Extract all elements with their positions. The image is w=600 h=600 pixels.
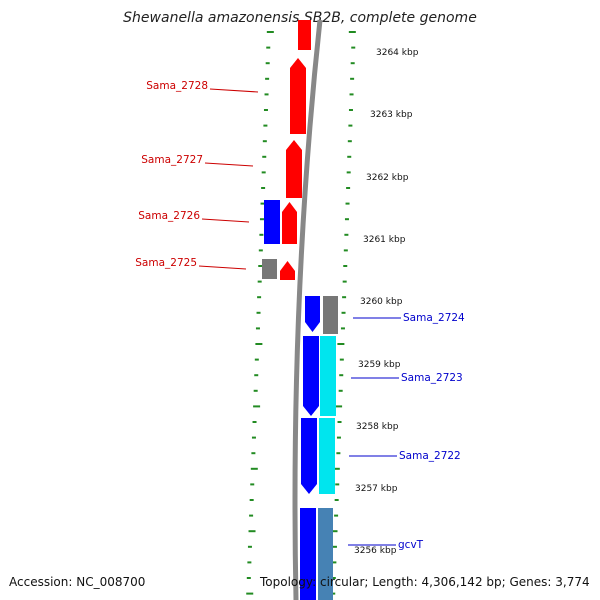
gene-sama-2722 [301,418,317,494]
scale-label: 3260 kbp [360,297,403,307]
gene-partial-top [298,20,311,50]
gene-labels: Sama_2728 Sama_2727 Sama_2726 Sama_2725 Sama… [135,80,465,551]
scale-label: 3261 kbp [363,235,406,245]
accession-label: Accession: NC_008700 [9,575,146,589]
leader-line [209,88,259,93]
tick-marks [246,31,356,595]
leader-line [201,218,250,223]
gene-label-right: gcvT [398,539,424,551]
scale-label: 3256 kbp [354,546,397,556]
gene-sama-2727 [286,140,302,198]
scale-label: 3259 kbp [358,360,401,370]
scale-labels: 3264 kbp 3263 kbp 3262 kbp 3261 kbp 3260 kbp… [354,48,419,556]
gene-sama-2726-red [282,202,297,244]
gene-sama-2724 [305,296,320,332]
gene-sama-2726-blue [264,200,280,244]
gene-sama-2724-grey [323,296,338,334]
gene-label-left: Sama_2725 [135,257,197,269]
gene-label-right: Sama_2724 [403,312,465,324]
map-title: Shewanella amazonensis SB2B, complete ge… [123,10,477,26]
gene-sama-2725-red [280,261,295,280]
scale-label: 3258 kbp [356,422,399,432]
gene-label-right: Sama_2722 [399,450,461,462]
gene-label-left: Sama_2726 [138,210,200,222]
scale-label: 3263 kbp [370,110,413,120]
gene-label-left: Sama_2727 [141,154,203,166]
leader-line [198,265,247,270]
gene-gcvt [300,508,316,600]
scale-label: 3262 kbp [366,173,409,183]
gene-features [262,20,338,600]
gene-sama-2728 [290,58,306,134]
genome-summary: Topology: circular; Length: 4,306,142 bp… [260,575,590,589]
gene-label-left: Sama_2728 [146,80,208,92]
gene-gcvt-steel [318,508,333,600]
gene-label-right: Sama_2723 [401,372,463,384]
backbone-arc [292,19,323,600]
gene-sama-2723-cyan [320,336,336,416]
gene-sama-2722-cyan [319,418,335,494]
gene-sama-2725-grey [262,259,277,279]
scale-label: 3264 kbp [376,48,419,58]
gene-sama-2723 [303,336,319,416]
scale-label: 3257 kbp [355,484,398,494]
leader-line [204,162,254,167]
